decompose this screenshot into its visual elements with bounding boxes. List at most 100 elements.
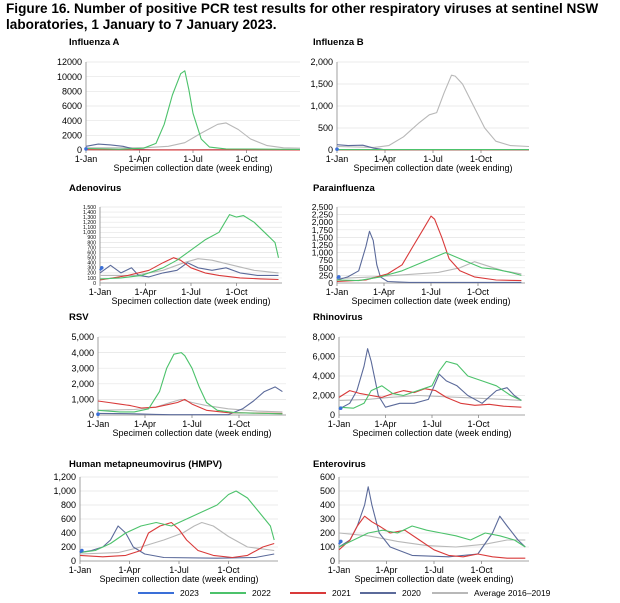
legend-swatch-2021 [290,592,326,594]
x-tick-label: 1-Jan [89,287,112,297]
y-tick-label: 2,000 [71,379,94,389]
legend-label-average: Average 2016–2019 [474,588,551,598]
x-axis-title: Specimen collection date (week ending) [351,296,510,306]
x-tick-label: 1-Apr [374,419,396,429]
series-line-average-2016-2019 [338,532,526,548]
y-tick-label: 500 [87,255,96,261]
x-tick-label: 1-Jul [423,154,443,164]
x-tick-label: 1-Oct [470,565,493,575]
y-tick-label: 1,200 [83,220,96,226]
series-line-2022 [85,70,301,150]
y-tick-label: 0 [330,556,335,566]
y-tick-label: 4,000 [71,348,94,358]
legend-item-2022: 2022 [210,585,271,601]
y-tick-label: 2,000 [312,391,335,401]
x-tick-label: 1-Oct [467,419,490,429]
x-tick-label: 1-Apr [128,154,150,164]
x-tick-label: 1-Apr [375,565,397,575]
x-tick-label: 1-Oct [467,287,490,297]
x-axis-title: Specimen collection date (week ending) [354,574,513,584]
chart-panel-influenza-a: Influenza A 0 2000 4000 6000 8000 10000 12000 1-… [57,37,301,173]
series-line-average-2016-2019 [79,521,275,555]
series-line-average-2016-2019 [336,74,530,148]
x-tick-label: 1-Jan [328,419,351,429]
y-tick-label: 0 [330,410,335,420]
y-tick-label: 0 [328,278,333,288]
chart-panel-rsv: RSV 0 1,000 2,000 3,000 4,000 5,000 1-Jan 1-Apr 1… [69,312,286,438]
chart-panel-enterovirus: Enterovirus 0 100 200 300 400 500 600 1-Jan 1-Apr… [313,459,529,584]
y-tick-label: 200 [320,528,335,538]
chart-panel-adenovirus: Adenovirus01002003004005006007008009001,… [69,183,282,306]
chart-title: Adenovirus [69,183,121,194]
y-tick-label: 300 [87,266,96,272]
y-tick-label: 1,000 [83,230,96,236]
y-tick-label: 6,000 [312,352,335,362]
chart-title: Influenza B [313,37,364,48]
y-tick-label: 8000 [62,86,82,96]
legend-swatch-average [432,592,468,594]
x-tick-label: 1-Jan [326,287,349,297]
legend-item-2021: 2021 [290,585,351,601]
series-point-2023 [337,275,341,279]
series-point-2023 [339,539,343,544]
y-tick-label: 12000 [57,57,82,67]
legend-item-2023: 2023 [138,585,199,601]
series-line-2022 [99,214,280,280]
chart-panel-parainfluenza: Parainfluenza 02505007501,0001,2501,5001,… [312,183,525,306]
y-tick-label: 1,750 [312,225,334,235]
y-tick-label: 500 [318,123,333,133]
y-tick-label: 200 [61,542,76,552]
y-tick-label: 0 [93,281,96,287]
x-tick-label: 1-Oct [217,565,240,575]
x-tick-label: 1-Apr [374,154,396,164]
y-tick-label: 5,000 [71,332,94,342]
y-tick-label: 200 [87,271,96,277]
x-tick-label: 1-Oct [225,287,248,297]
y-tick-label: 100 [87,276,96,282]
series-line-2020 [97,386,283,416]
chart-title: RSV [69,312,89,323]
series-line-2021 [338,388,522,408]
y-tick-label: 10000 [57,72,82,82]
y-tick-label: 900 [87,235,96,241]
y-tick-label: 3,000 [71,363,94,373]
y-tick-label: 1,500 [83,205,96,211]
x-tick-label: 1-Jul [181,287,201,297]
x-tick-label: 1-Jul [169,565,189,575]
y-tick-label: 1,100 [83,225,96,231]
y-tick-label: 2,000 [310,57,333,67]
series-line-2021 [336,215,522,283]
y-tick-label: 1,000 [53,486,76,496]
x-tick-label: 1-Jul [183,154,203,164]
y-tick-label: 2,000 [312,217,334,227]
series-point-2023 [84,147,88,151]
chart-title: Influenza A [69,37,119,48]
x-tick-label: 1-Jan [87,419,110,429]
legend-label-2023: 2023 [180,588,199,598]
legend-swatch-2020 [360,592,396,594]
series-line-2021 [97,398,283,414]
chart-title: Parainfluenza [313,183,375,194]
y-tick-label: 400 [320,500,335,510]
chart-title: Enterovirus [313,459,366,470]
chart-panel-rhinovirus: Rhinovirus 0 2,000 4,000 6,000 8,000 1-Jan 1-Ap… [312,312,525,438]
series-line-average-2016-2019 [86,122,301,149]
legend-label-2021: 2021 [332,588,351,598]
legend-item-2020: 2020 [360,585,421,601]
x-tick-label: 1-Apr [373,287,395,297]
y-tick-label: 750 [319,255,333,265]
y-tick-label: 6000 [62,101,82,111]
series-line-average-2016-2019 [97,398,283,413]
legend-swatch-2022 [210,592,246,594]
x-tick-label: 1-Jan [328,565,351,575]
y-tick-label: 600 [87,250,96,256]
x-tick-label: 1-Oct [470,154,493,164]
series-line-average-2016-2019 [336,261,522,279]
series-line-2020 [338,348,522,410]
series-line-2020 [99,262,279,278]
y-tick-label: 500 [320,486,335,496]
y-tick-label: 1,000 [71,395,94,405]
y-tick-label: 700 [87,245,96,251]
y-tick-label: 1,500 [312,232,334,242]
series-line-2022 [338,360,522,409]
